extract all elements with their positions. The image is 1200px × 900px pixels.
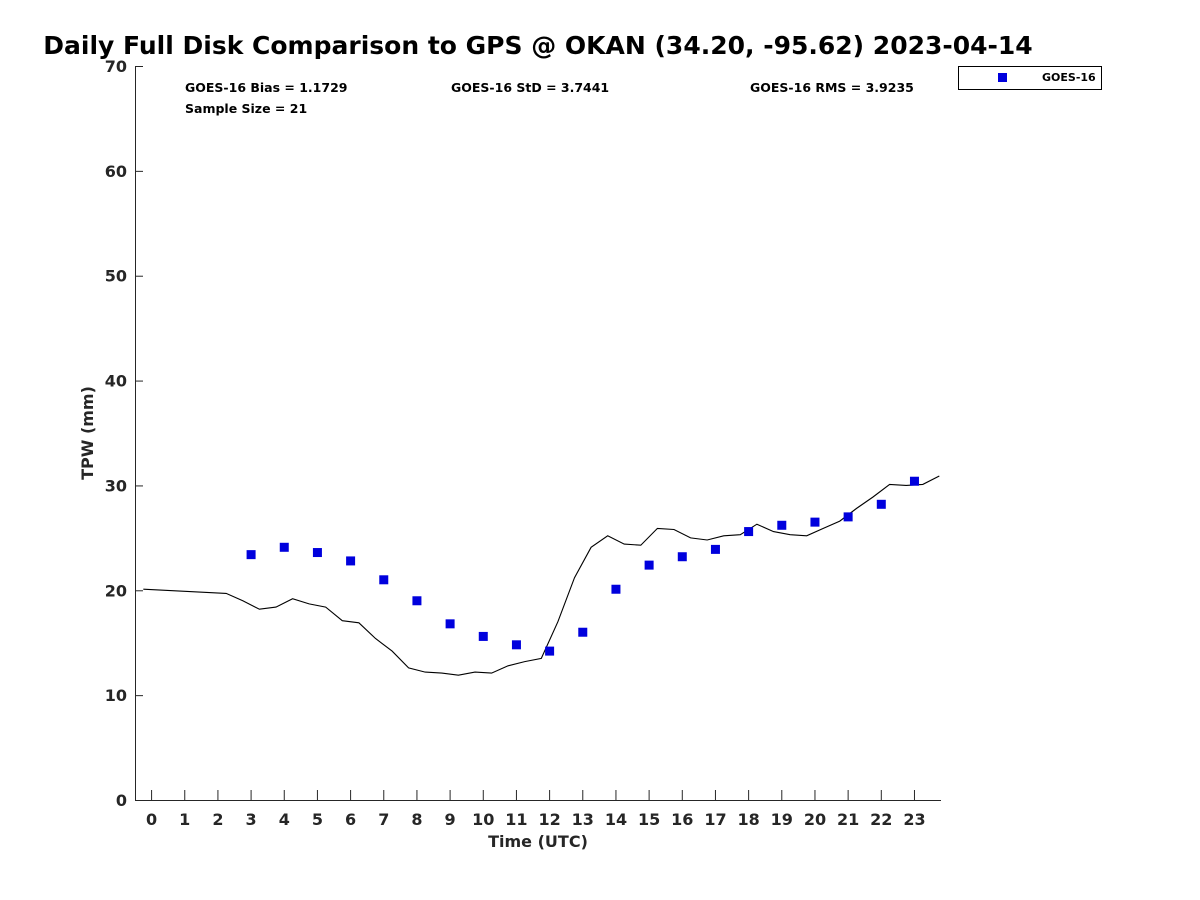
x-axis-label: Time (UTC) xyxy=(488,832,588,851)
x-tick-label: 19 xyxy=(771,810,793,829)
y-tick-label: 10 xyxy=(105,686,127,705)
x-tick-label: 21 xyxy=(837,810,859,829)
goes16-point-series xyxy=(246,476,919,656)
x-tick-label: 16 xyxy=(671,810,693,829)
goes16-point xyxy=(478,631,488,641)
goes16-point xyxy=(810,517,820,527)
x-ticks: 0 1 2 3 4 5 6 7 8 9 10 11 12 13 14 15 16 17 18 19 20 21 22 23 xyxy=(146,790,926,829)
legend-box xyxy=(958,66,1102,90)
goes16-point xyxy=(279,542,289,552)
stats-annotations: GOES-16 Bias = 1.1729 GOES-16 StD = 3.74… xyxy=(185,80,914,116)
x-tick-label: 20 xyxy=(804,810,826,829)
x-tick-label: 15 xyxy=(638,810,660,829)
x-tick-label: 10 xyxy=(472,810,494,829)
goes16-point xyxy=(909,476,919,486)
goes16-point xyxy=(644,560,654,570)
x-tick-label: 1 xyxy=(179,810,190,829)
x-tick-label: 11 xyxy=(505,810,527,829)
stat-bias: GOES-16 Bias = 1.1729 xyxy=(185,80,347,95)
legend: GOES-16 xyxy=(958,66,1102,90)
plot-axes xyxy=(135,66,941,801)
goes16-point xyxy=(545,646,555,656)
chart-title: Daily Full Disk Comparison to GPS @ OKAN… xyxy=(43,31,1032,60)
goes16-point xyxy=(445,619,455,629)
gps-line-series xyxy=(143,475,940,676)
goes16-point xyxy=(611,584,621,594)
goes16-point xyxy=(876,499,886,509)
legend-label: GOES-16 xyxy=(1042,71,1096,84)
stat-rms: GOES-16 RMS = 3.9235 xyxy=(750,80,914,95)
x-tick-label: 22 xyxy=(870,810,892,829)
y-ticks: 0 10 20 30 40 50 60 70 xyxy=(105,57,143,810)
x-tick-label: 6 xyxy=(345,810,356,829)
stat-std: GOES-16 StD = 3.7441 xyxy=(451,80,609,95)
x-tick-label: 13 xyxy=(572,810,594,829)
y-tick-label: 60 xyxy=(105,162,127,181)
goes16-point xyxy=(346,556,356,566)
goes16-point xyxy=(312,548,322,558)
y-tick-label: 30 xyxy=(105,476,127,495)
goes16-point xyxy=(412,596,422,606)
x-tick-label: 0 xyxy=(146,810,157,829)
x-tick-label: 12 xyxy=(538,810,560,829)
x-tick-label: 8 xyxy=(411,810,422,829)
x-tick-label: 14 xyxy=(605,810,627,829)
y-tick-label: 0 xyxy=(116,791,127,810)
goes16-point xyxy=(843,512,853,522)
gps-line xyxy=(143,475,940,676)
x-tick-label: 4 xyxy=(279,810,290,829)
y-axis-label: TPW (mm) xyxy=(78,386,97,480)
goes16-point xyxy=(379,575,389,585)
x-tick-label: 3 xyxy=(246,810,257,829)
goes16-point xyxy=(246,550,256,560)
x-tick-label: 5 xyxy=(312,810,323,829)
y-tick-label: 70 xyxy=(105,57,127,76)
x-tick-label: 23 xyxy=(903,810,925,829)
y-tick-label: 50 xyxy=(105,267,127,286)
y-tick-label: 20 xyxy=(105,581,127,600)
legend-marker xyxy=(998,73,1007,82)
goes16-point xyxy=(777,520,787,530)
goes16-point xyxy=(744,527,754,537)
x-tick-label: 17 xyxy=(704,810,726,829)
stat-sample-size: Sample Size = 21 xyxy=(185,101,307,116)
x-tick-label: 7 xyxy=(378,810,389,829)
goes16-point xyxy=(511,640,521,650)
goes16-point xyxy=(710,544,720,554)
x-tick-label: 9 xyxy=(445,810,456,829)
goes16-point xyxy=(677,552,687,562)
goes16-point xyxy=(578,627,588,637)
x-tick-label: 18 xyxy=(737,810,759,829)
x-tick-label: 2 xyxy=(212,810,223,829)
y-tick-label: 40 xyxy=(105,372,127,391)
